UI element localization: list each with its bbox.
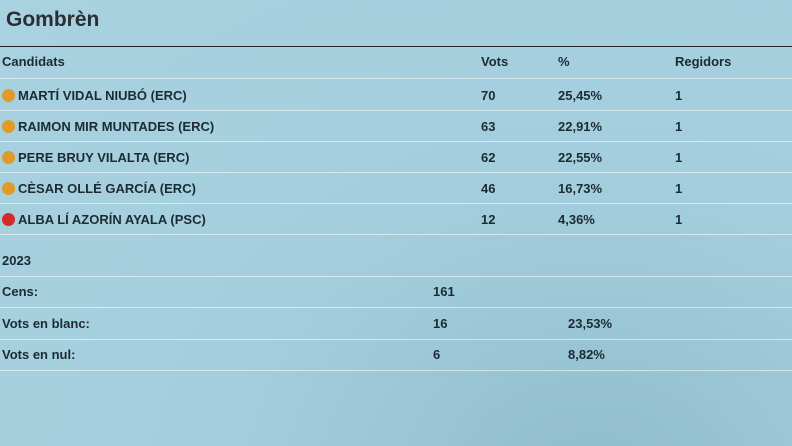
row-separator xyxy=(0,234,792,235)
summary-value: 23,53% xyxy=(568,315,613,331)
title-rule xyxy=(0,46,792,47)
summary-value: 6 xyxy=(433,347,441,362)
row-separator xyxy=(0,203,792,204)
party-dot xyxy=(2,182,15,195)
cell: 1 xyxy=(675,119,683,134)
column-header: Vots xyxy=(481,54,509,69)
title: Gombrèn xyxy=(6,8,100,31)
candidate-name: PERE BRUY VILALTA (ERC) xyxy=(18,150,190,165)
row-separator xyxy=(0,338,792,340)
party-dot xyxy=(2,89,15,102)
summary-label: Vots en blanc: xyxy=(2,315,90,331)
cell: 46 xyxy=(481,181,496,196)
summary-value: 16 xyxy=(433,315,448,331)
candidate-name: RAIMON MIR MUNTADES (ERC) xyxy=(18,119,215,134)
summary-label: Cens: xyxy=(2,284,39,299)
cell: 12 xyxy=(481,212,496,227)
party-dot xyxy=(2,151,15,164)
summary-value: 161 xyxy=(433,284,455,299)
row-separator xyxy=(0,370,792,371)
party-dot xyxy=(2,213,15,226)
summary-value: 8,82% xyxy=(568,347,605,362)
cell: 62 xyxy=(481,150,496,165)
candidate-name: ALBA LÍ AZORÍN AYALA (PSC) xyxy=(18,212,206,227)
cell: 16,73% xyxy=(558,181,603,196)
row-separator xyxy=(0,78,792,79)
column-header: % xyxy=(558,54,570,69)
candidate-name: MARTÍ VIDAL NIUBÓ (ERC) xyxy=(18,88,187,103)
row-separator xyxy=(0,307,792,308)
cell: 22,91% xyxy=(558,119,603,134)
row-separator xyxy=(0,141,792,142)
cell: 4,36% xyxy=(558,212,595,227)
summary-label: Vots en nul: xyxy=(2,347,76,362)
party-dot xyxy=(2,120,15,133)
column-header: Regidors xyxy=(675,54,732,69)
row-separator xyxy=(0,110,792,111)
row-separator xyxy=(0,276,792,277)
cell: 1 xyxy=(675,212,683,227)
cell: 1 xyxy=(675,88,683,103)
candidate-name: CÈSAR OLLÉ GARCÍA (ERC) xyxy=(18,181,196,196)
cell: 63 xyxy=(481,119,496,134)
cell: 22,55% xyxy=(558,150,603,165)
row-separator xyxy=(0,172,792,173)
cell: 25,45% xyxy=(558,88,603,103)
cell: 70 xyxy=(481,88,496,103)
cell: 1 xyxy=(675,150,683,165)
column-header: Candidats xyxy=(2,54,65,69)
cell: 1 xyxy=(675,181,683,196)
year: 2023 xyxy=(2,253,31,268)
